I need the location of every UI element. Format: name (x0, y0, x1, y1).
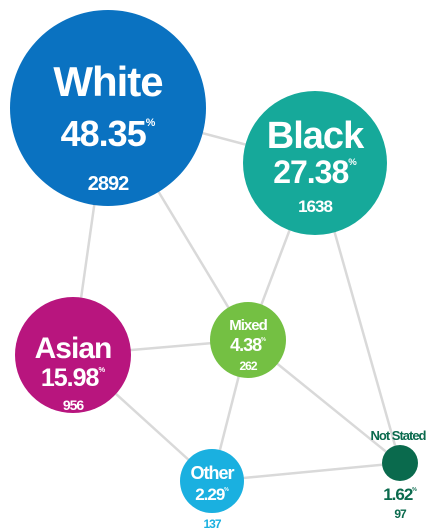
node-label: Black (267, 115, 365, 157)
percent-unit: % (261, 337, 266, 343)
node-mixed: Mixed 4.38% 262 (210, 302, 286, 378)
node-not-stated: Not Stated 1.62% 97 (371, 428, 428, 521)
bubble (15, 297, 131, 413)
node-count: 262 (239, 359, 257, 373)
bubble (243, 91, 387, 235)
node-count: 137 (203, 517, 221, 531)
node-other: Other 2.29% 137 (180, 449, 244, 531)
percent-value: 48.35 (61, 113, 147, 154)
percent-value: 27.38 (273, 154, 348, 190)
percent-value: 1.62 (383, 485, 413, 504)
node-label: Not Stated (371, 428, 427, 443)
percent-value: 15.98 (41, 364, 100, 392)
node-count: 2892 (88, 173, 129, 195)
percent-unit: % (224, 487, 229, 493)
percent-unit: % (98, 365, 105, 374)
node-label: Asian (35, 332, 112, 365)
node-percent: 15.98% (41, 364, 106, 392)
node-percent: 27.38% (273, 154, 357, 190)
node-count: 1638 (298, 197, 332, 216)
node-label: White (53, 58, 162, 105)
percent-unit: % (146, 117, 156, 129)
node-black: Black 27.38% 1638 (243, 91, 387, 235)
node-label: Other (190, 463, 234, 483)
bubble (180, 449, 244, 513)
bubble (382, 445, 418, 481)
bubble (210, 302, 286, 378)
node-percent: 4.38% (230, 335, 266, 355)
percent-unit: % (412, 487, 417, 493)
percent-unit: % (348, 157, 357, 168)
node-white: White 48.35% 2892 (10, 10, 206, 206)
percent-value: 4.38 (230, 335, 262, 355)
node-percent: 2.29% (195, 485, 229, 504)
node-percent: 1.62% (383, 485, 417, 504)
node-percent: 48.35% (61, 113, 156, 154)
node-asian: Asian 15.98% 956 (15, 297, 131, 413)
percent-value: 2.29 (195, 485, 225, 504)
node-label: Mixed (229, 317, 267, 334)
node-count: 956 (63, 397, 85, 413)
bubble (10, 10, 206, 206)
node-count: 97 (394, 507, 407, 521)
